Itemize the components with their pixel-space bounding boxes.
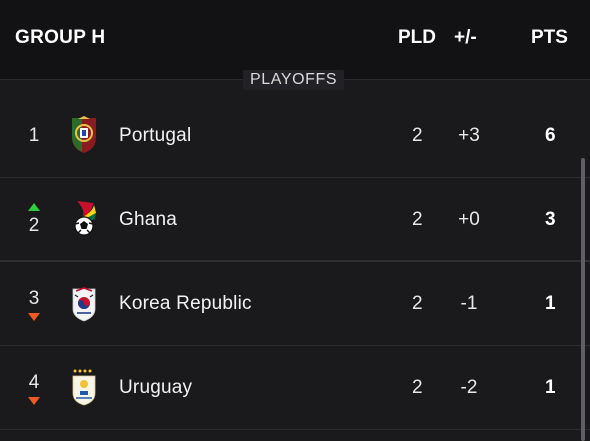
trend-down-icon (28, 397, 40, 405)
korea-flag-icon (72, 287, 96, 322)
team-name: Korea Republic (119, 293, 252, 314)
table-header: GROUP H PLD +/- PTS (0, 0, 590, 80)
points-value: 3 (545, 209, 556, 230)
team-name: Uruguay (119, 377, 193, 398)
table-row[interactable]: 2 Ghana 2 +0 3 (0, 179, 590, 262)
played-value: 2 (412, 293, 423, 314)
column-header-goal-difference[interactable]: +/- (454, 27, 477, 48)
group-title: GROUP H (15, 27, 106, 48)
uruguay-flag-icon (72, 369, 96, 406)
ghana-flag-icon (74, 201, 96, 236)
points-value: 1 (545, 293, 556, 314)
position: 2 (28, 215, 40, 236)
column-header-points[interactable]: PTS (531, 27, 568, 48)
points-value: 1 (545, 377, 556, 398)
team-name: Ghana (119, 209, 178, 230)
scrollbar[interactable] (581, 158, 585, 441)
played-value: 2 (412, 209, 423, 230)
goal-difference-value: -2 (460, 377, 478, 398)
position: 4 (28, 372, 40, 393)
table-row[interactable]: 3 Korea Republic 2 -1 1 (0, 263, 590, 346)
team-name: Portugal (119, 125, 192, 146)
goal-difference-value: +0 (458, 209, 480, 230)
trend-up-icon (28, 203, 40, 211)
portugal-flag-icon (72, 116, 96, 153)
playoffs-label: PLAYOFFS (243, 70, 345, 90)
position: 3 (28, 288, 40, 309)
played-value: 2 (412, 377, 423, 398)
table-row[interactable]: 4 Uruguay 2 -2 1 (0, 347, 590, 430)
table-row[interactable]: 1 Portugal 2 +3 6 (0, 95, 590, 178)
column-header-played[interactable]: PLD (398, 27, 436, 48)
standings-table: 1 Portugal 2 +3 6 2 Ghana 2 +0 3 (0, 80, 590, 441)
goal-difference-value: +3 (458, 125, 480, 146)
played-value: 2 (412, 125, 423, 146)
goal-difference-value: -1 (460, 293, 478, 314)
position: 1 (28, 125, 40, 146)
points-value: 6 (545, 125, 556, 146)
trend-down-icon (28, 313, 40, 321)
